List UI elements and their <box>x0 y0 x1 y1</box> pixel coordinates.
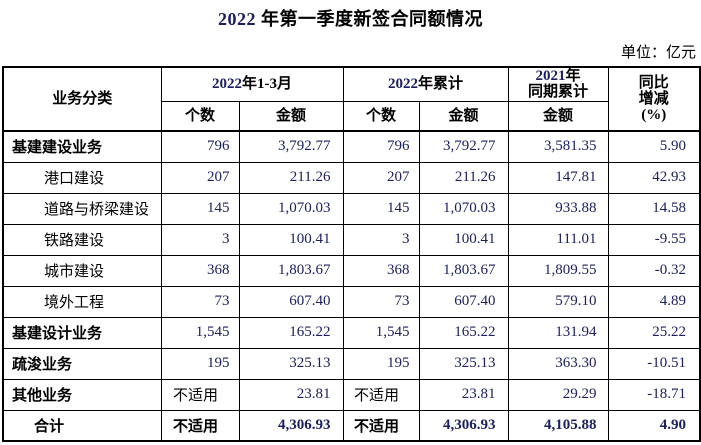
cell-prev-amount: 4,105.88 <box>507 409 609 442</box>
cell-prev-amount: 147.81 <box>507 161 609 194</box>
cell-q1-amount: 165.22 <box>238 316 344 349</box>
cell-cum-amount: 211.26 <box>418 161 509 194</box>
cell-cum-amount: 3,792.77 <box>418 130 509 163</box>
header-prev-amount: 金额 <box>507 100 609 132</box>
header-yoy-change: 同比 增减 (%) <box>607 66 701 132</box>
cell-q1-amount: 607.40 <box>238 285 344 318</box>
cell-yoy-change: 14.58 <box>607 192 701 225</box>
header-q1-amount: 金额 <box>238 100 344 132</box>
cell-q1-count: 不适用 <box>160 409 240 442</box>
row-label: 境外工程 <box>2 285 162 318</box>
cell-yoy-change: 4.89 <box>607 285 701 318</box>
cell-q1-amount: 211.26 <box>238 161 344 194</box>
cell-yoy-change: -18.71 <box>607 378 701 411</box>
cell-cum-count: 207 <box>342 161 420 194</box>
cell-q1-amount: 3,792.77 <box>238 130 344 163</box>
cell-cum-count: 195 <box>342 347 420 380</box>
unit-label: 单位：亿元 <box>620 45 696 61</box>
cell-cum-amount: 1,803.67 <box>418 254 509 287</box>
cell-cum-amount: 1,070.03 <box>418 192 509 225</box>
header-business-category: 业务分类 <box>2 66 162 132</box>
table-row: 基建设计业务 1,545 165.22 1,545 165.22 131.94 25.22 <box>2 316 701 349</box>
header-cum-count: 个数 <box>342 100 420 132</box>
row-label: 基建设计业务 <box>2 316 162 349</box>
cell-q1-count: 3 <box>160 223 240 256</box>
cell-cum-amount: 23.81 <box>418 378 509 411</box>
cell-prev-amount: 1,809.55 <box>507 254 609 287</box>
document-title: 2022 年第一季度新签合同额情况 <box>0 5 701 31</box>
cell-q1-count: 不适用 <box>160 378 240 411</box>
row-label: 道路与桥梁建设 <box>2 192 162 225</box>
cell-yoy-change: 5.90 <box>607 130 701 163</box>
header-q1-count: 个数 <box>160 100 240 132</box>
contract-amount-table: 业务分类 2022年1-3月 2022年累计 2021年 同期累计 同比 <box>2 66 701 442</box>
cell-q1-count: 796 <box>160 130 240 163</box>
cell-cum-amount: 100.41 <box>418 223 509 256</box>
cell-cum-count: 73 <box>342 285 420 318</box>
row-label: 基建建设业务 <box>2 130 162 163</box>
table-row: 其他业务 不适用 23.81 不适用 23.81 29.29 -18.71 <box>2 378 701 411</box>
cell-prev-amount: 111.01 <box>507 223 609 256</box>
cell-cum-amount: 165.22 <box>418 316 509 349</box>
cell-yoy-change: 42.93 <box>607 161 701 194</box>
cell-cum-count: 不适用 <box>342 378 420 411</box>
header-period-2022-q1: 2022年1-3月 <box>160 66 344 102</box>
cell-yoy-change: -0.32 <box>607 254 701 287</box>
table-row: 基建建设业务 796 3,792.77 796 3,792.77 3,581.35 5.90 <box>2 130 701 163</box>
table-row: 境外工程 73 607.40 73 607.40 579.10 4.89 <box>2 285 701 318</box>
row-label: 铁路建设 <box>2 223 162 256</box>
table-row: 铁路建设 3 100.41 3 100.41 111.01 -9.55 <box>2 223 701 256</box>
cell-prev-amount: 131.94 <box>507 316 609 349</box>
cell-prev-amount: 29.29 <box>507 378 609 411</box>
row-label: 合计 <box>2 409 162 442</box>
header-period-2022-cumulative: 2022年累计 <box>342 66 509 102</box>
table-row: 道路与桥梁建设 145 1,070.03 145 1,070.03 933.88 14.58 <box>2 192 701 225</box>
cell-q1-amount: 23.81 <box>238 378 344 411</box>
cell-yoy-change: -10.51 <box>607 347 701 380</box>
cell-yoy-change: -9.55 <box>607 223 701 256</box>
cell-q1-count: 1,545 <box>160 316 240 349</box>
cell-q1-amount: 100.41 <box>238 223 344 256</box>
cell-q1-amount: 1,803.67 <box>238 254 344 287</box>
title-text: 年第一季度新签合同额情况 <box>256 9 483 29</box>
cell-q1-count: 73 <box>160 285 240 318</box>
table-row: 城市建设 368 1,803.67 368 1,803.67 1,809.55 -0.32 <box>2 254 701 287</box>
header-period-2021-cumulative: 2021年 同期累计 <box>507 66 609 102</box>
table-row: 合计 不适用 4,306.93 不适用 4,306.93 4,105.88 4.90 <box>2 409 701 442</box>
table-header: 业务分类 2022年1-3月 2022年累计 2021年 同期累计 同比 <box>2 66 701 132</box>
title-year-number: 2022 <box>218 9 256 29</box>
table-row: 港口建设 207 211.26 207 211.26 147.81 42.93 <box>2 161 701 194</box>
cell-q1-amount: 1,070.03 <box>238 192 344 225</box>
table-row: 疏浚业务 195 325.13 195 325.13 363.30 -10.51 <box>2 347 701 380</box>
cell-yoy-change: 4.90 <box>607 409 701 442</box>
row-label: 其他业务 <box>2 378 162 411</box>
cell-q1-count: 207 <box>160 161 240 194</box>
table-body: 基建建设业务 796 3,792.77 796 3,792.77 3,581.35 5.90… <box>2 130 701 442</box>
cell-cum-amount: 607.40 <box>418 285 509 318</box>
cell-cum-amount: 4,306.93 <box>418 409 509 442</box>
row-label: 港口建设 <box>2 161 162 194</box>
cell-cum-count: 368 <box>342 254 420 287</box>
cell-cum-count: 1,545 <box>342 316 420 349</box>
cell-q1-count: 145 <box>160 192 240 225</box>
row-label: 城市建设 <box>2 254 162 287</box>
cell-q1-count: 195 <box>160 347 240 380</box>
header-cum-amount: 金额 <box>418 100 509 132</box>
cell-prev-amount: 363.30 <box>507 347 609 380</box>
cell-cum-amount: 325.13 <box>418 347 509 380</box>
row-label: 疏浚业务 <box>2 347 162 380</box>
cell-q1-amount: 4,306.93 <box>238 409 344 442</box>
cell-q1-amount: 325.13 <box>238 347 344 380</box>
cell-cum-count: 3 <box>342 223 420 256</box>
cell-cum-count: 145 <box>342 192 420 225</box>
cell-prev-amount: 933.88 <box>507 192 609 225</box>
cell-prev-amount: 579.10 <box>507 285 609 318</box>
cell-q1-count: 368 <box>160 254 240 287</box>
cell-cum-count: 不适用 <box>342 409 420 442</box>
cell-yoy-change: 25.22 <box>607 316 701 349</box>
cell-prev-amount: 3,581.35 <box>507 130 609 163</box>
cell-cum-count: 796 <box>342 130 420 163</box>
